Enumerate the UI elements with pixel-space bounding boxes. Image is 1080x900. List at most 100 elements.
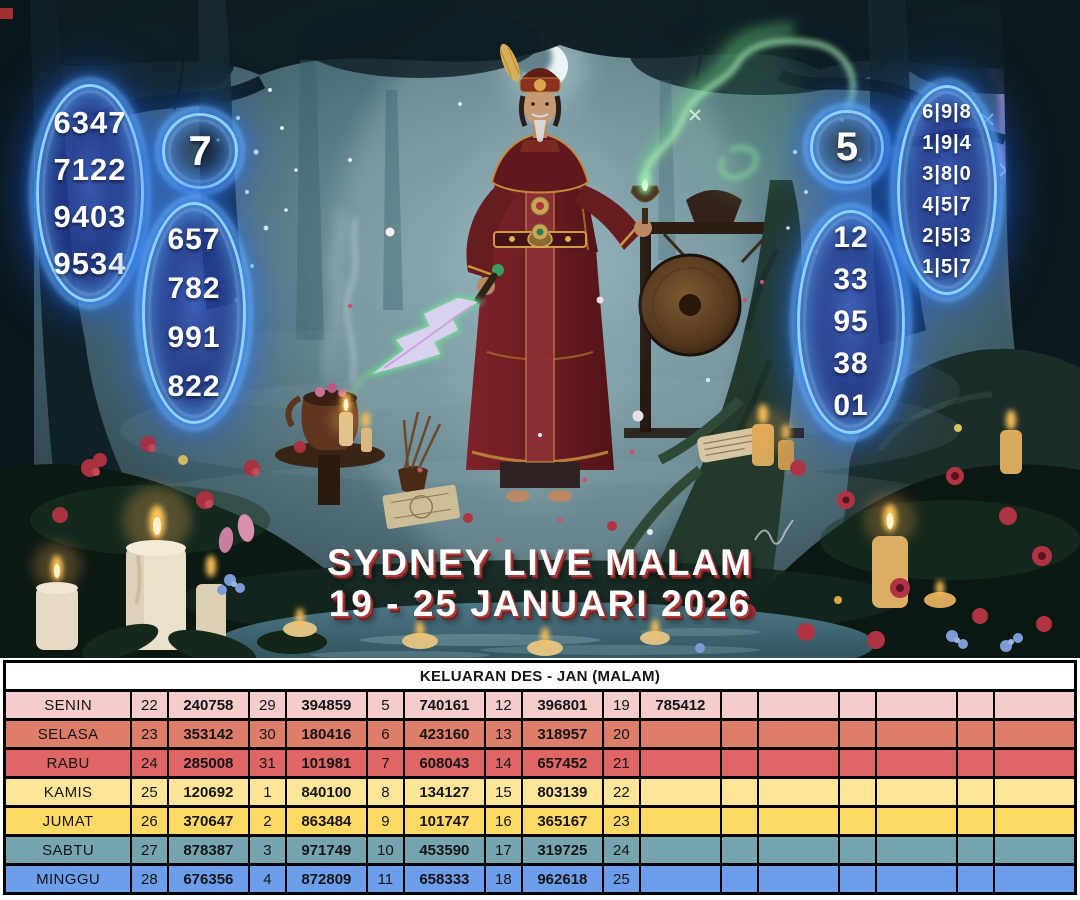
lucky-number-left: 7 <box>162 113 238 189</box>
green-smoke <box>636 22 857 200</box>
result-cell: 27 <box>129 834 169 866</box>
prediction-panel-4d: 6347 7122 9403 9534 <box>36 84 144 302</box>
result-cell: 30 <box>247 718 287 750</box>
result-cell <box>874 805 958 837</box>
result-cell: 863484 <box>284 805 368 837</box>
panel-number: 2|5|3 <box>922 225 972 247</box>
floating-candles <box>283 608 670 656</box>
result-cell: 878387 <box>166 834 250 866</box>
result-cell: 180416 <box>284 718 368 750</box>
scroll <box>697 427 763 463</box>
day-cell: RABU <box>3 747 132 779</box>
result-cell: 16 <box>483 805 523 837</box>
result-cell <box>837 805 877 837</box>
results-table: KELUARAN DES - JAN (MALAM) SENIN 22 240758 2… <box>3 660 1077 895</box>
result-cell: 11 <box>365 863 405 895</box>
result-cell: 353142 <box>166 718 250 750</box>
result-cell <box>992 718 1077 750</box>
result-cell: 453590 <box>402 834 486 866</box>
kris-dagger <box>352 264 504 393</box>
shaman-figure <box>352 43 660 510</box>
result-cell: 19 <box>601 689 641 721</box>
result-cell <box>638 863 722 895</box>
result-cell: 20 <box>601 718 641 750</box>
panel-number: 1|9|4 <box>922 132 972 154</box>
result-cell <box>719 805 759 837</box>
banner-title: SYDNEY LIVE MALAM 19 - 25 JANUARI 2026 <box>0 544 1080 622</box>
result-cell <box>874 863 958 895</box>
result-cell <box>955 805 995 837</box>
result-cell: 25 <box>601 863 641 895</box>
result-cell: 23 <box>601 805 641 837</box>
panel-number: 6|9|8 <box>922 101 972 123</box>
table-row: KAMIS 25 120692 1 840100 8 134127 15 803139 22 <box>3 776 1077 808</box>
result-cell <box>837 834 877 866</box>
table-row: SELASA 23 353142 30 180416 6 423160 13 318957 20 <box>3 718 1077 750</box>
artist-signature <box>754 519 794 545</box>
result-cell <box>955 747 995 779</box>
banner-title-line2: 19 - 25 JANUARI 2026 <box>328 583 752 624</box>
result-cell: 608043 <box>402 747 486 779</box>
panel-number: 6347 <box>53 105 127 140</box>
result-cell <box>756 776 840 808</box>
result-cell: 4 <box>247 863 287 895</box>
result-cell <box>756 805 840 837</box>
result-cell: 1 <box>247 776 287 808</box>
result-cell: 318957 <box>520 718 604 750</box>
result-cell <box>638 776 722 808</box>
result-cell: 396801 <box>520 689 604 721</box>
results-section: KELUARAN DES - JAN (MALAM) SENIN 22 240758 2… <box>0 658 1080 900</box>
result-cell <box>837 863 877 895</box>
result-cell <box>874 718 958 750</box>
prediction-panel-3d: 657 782 991 822 <box>142 202 246 424</box>
result-cell <box>992 863 1077 895</box>
result-cell: 17 <box>483 834 523 866</box>
forest-scene <box>0 0 1080 658</box>
lucky-number-right-value: 5 <box>835 124 859 169</box>
result-cell <box>638 718 722 750</box>
lucky-number-right: 5 <box>810 110 884 184</box>
lucky-number-left-value: 7 <box>188 127 212 174</box>
result-cell: 971749 <box>284 834 368 866</box>
result-cell <box>756 863 840 895</box>
result-cell: 21 <box>601 747 641 779</box>
result-cell <box>874 689 958 721</box>
result-cell: 26 <box>129 805 169 837</box>
flowers <box>52 424 1052 653</box>
day-cell: MINGGU <box>3 863 132 895</box>
result-cell: 319725 <box>520 834 604 866</box>
result-cell: 740161 <box>402 689 486 721</box>
panel-number: 657 <box>167 223 221 256</box>
result-cell: 5 <box>365 689 405 721</box>
table-row: SABTU 27 878387 3 971749 10 453590 17 319725 24 <box>3 834 1077 866</box>
result-cell <box>756 689 840 721</box>
sparkles <box>206 88 862 535</box>
result-cell <box>955 718 995 750</box>
pillar-candles <box>33 486 327 658</box>
result-cell: 423160 <box>402 718 486 750</box>
result-cell: 28 <box>129 863 169 895</box>
result-cell <box>992 776 1077 808</box>
panel-number: 3|8|0 <box>922 163 972 185</box>
panel-number: 01 <box>833 389 869 422</box>
result-cell <box>719 834 759 866</box>
result-cell <box>955 863 995 895</box>
result-cell <box>719 776 759 808</box>
result-cell <box>756 747 840 779</box>
result-cell <box>719 863 759 895</box>
prediction-panel-2d: 12 33 95 38 01 <box>797 210 905 434</box>
day-cell: SELASA <box>3 718 132 750</box>
result-cell: 8 <box>365 776 405 808</box>
result-cell <box>837 747 877 779</box>
result-cell: 365167 <box>520 805 604 837</box>
result-cell: 24 <box>601 834 641 866</box>
day-cell: SENIN <box>3 689 132 721</box>
ritual-candles-right-of-figure <box>748 404 794 470</box>
result-cell: 10 <box>365 834 405 866</box>
panel-number: 9403 <box>53 199 127 234</box>
altar-offerings <box>275 209 461 529</box>
result-cell: 840100 <box>284 776 368 808</box>
panel-number: 782 <box>167 272 221 305</box>
result-cell <box>837 718 877 750</box>
panel-number: 33 <box>833 263 869 296</box>
